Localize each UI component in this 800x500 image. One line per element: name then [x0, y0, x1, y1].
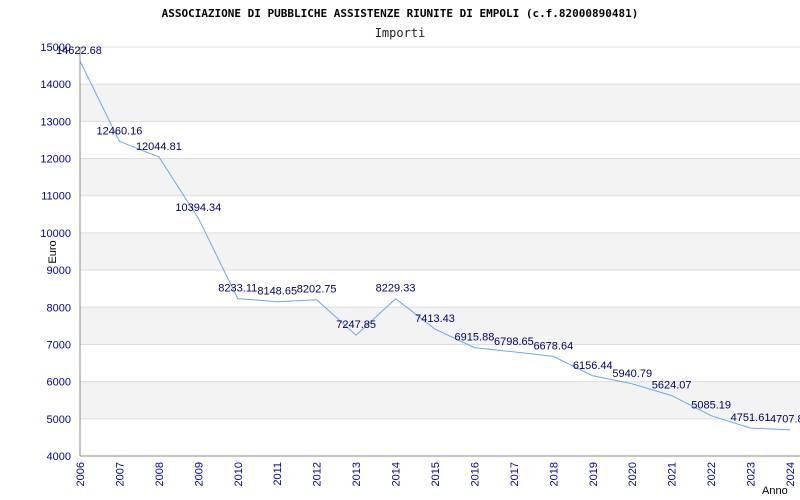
y-tick-label: 14000 [40, 79, 71, 91]
data-label: 10394.34 [175, 202, 221, 214]
data-label: 8233.11 [218, 283, 257, 295]
axes [79, 47, 800, 457]
grid-band [80, 84, 800, 122]
grid-band [80, 307, 800, 345]
y-tick-label: 7000 [47, 339, 71, 351]
data-label: 6798.65 [494, 336, 534, 348]
data-label: 8202.75 [297, 284, 337, 296]
y-tick-label: 5000 [47, 414, 71, 426]
data-label: 5085.19 [691, 400, 731, 412]
grid-bands [80, 84, 800, 419]
y-axis-label: Euro [47, 240, 59, 263]
x-tick-label: 2018 [548, 462, 560, 486]
data-label: 12460.16 [96, 125, 142, 137]
data-label: 6678.64 [533, 340, 573, 352]
x-tick-label: 2022 [706, 462, 718, 486]
data-label: 14622.68 [56, 45, 102, 57]
y-tick-label: 6000 [47, 377, 71, 389]
data-label: 7247.85 [336, 319, 376, 331]
x-tick-label: 2012 [312, 462, 324, 486]
series-line [79, 60, 791, 431]
y-tick-label: 4000 [47, 451, 71, 463]
chart-title: ASSOCIAZIONE DI PUBBLICHE ASSISTENZE RIU… [162, 7, 639, 20]
data-label: 8229.33 [376, 283, 416, 295]
data-label: 4707.8 [770, 414, 800, 426]
y-tick-label: 12000 [40, 154, 71, 166]
data-label: 5624.07 [652, 380, 692, 392]
series [79, 60, 791, 431]
gridlines [80, 46, 800, 457]
data-label: 7413.43 [415, 313, 455, 325]
x-tick-label: 2007 [114, 462, 126, 486]
x-tick-label: 2006 [75, 462, 87, 486]
y-ticks: 4000 5000 6000 7000 8000 9000 10000 11000 12000 1… [40, 42, 71, 463]
x-tick-label: 2023 [746, 462, 758, 486]
y-tick-label: 10000 [40, 228, 71, 240]
y-tick-label: 11000 [41, 191, 71, 203]
x-tick-label: 2017 [509, 462, 521, 486]
x-tick-label: 2009 [193, 462, 205, 486]
y-tick-label: 13000 [40, 116, 71, 128]
data-label: 6915.88 [455, 332, 495, 344]
grid-band [80, 158, 800, 196]
data-label: 4751.61 [731, 412, 771, 424]
x-tick-label: 2008 [154, 462, 166, 486]
x-axis-label: Anno [762, 485, 788, 497]
chart-subtitle: Importi [375, 26, 426, 40]
x-tick-label: 2013 [351, 462, 363, 486]
x-tick-label: 2014 [391, 462, 403, 486]
data-label: 6156.44 [573, 360, 613, 372]
data-label: 5940.79 [612, 368, 652, 380]
y-tick-label: 15000 [40, 42, 71, 54]
x-tick-label: 2016 [469, 462, 481, 486]
data-label: 12044.81 [136, 141, 182, 153]
x-tick-label: 2011 [272, 462, 284, 486]
x-tick-label: 2019 [588, 462, 600, 486]
x-tick-label: 2010 [233, 462, 245, 486]
y-tick-label: 9000 [47, 265, 71, 277]
x-tick-label: 2020 [627, 462, 639, 486]
y-tick-label: 8000 [47, 302, 71, 314]
x-tick-label: 2024 [785, 462, 797, 486]
x-tick-label: 2015 [430, 462, 442, 486]
x-tick-label: 2021 [667, 462, 679, 486]
x-ticks: 2006 2007 2008 2009 2010 2011 2012 2013 2014 2015… [75, 462, 797, 486]
grid-band [80, 232, 800, 271]
data-label: 8148.65 [257, 286, 297, 298]
